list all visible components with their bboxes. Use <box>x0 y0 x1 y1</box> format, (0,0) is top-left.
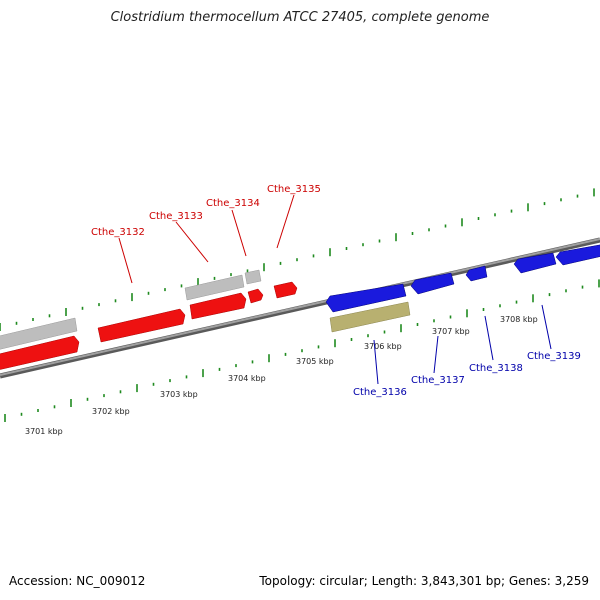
accession-text: Accession: NC_009012 <box>9 574 146 588</box>
gene-label[interactable]: Cthe_3137 <box>411 375 465 386</box>
gene-label[interactable]: Cthe_3135 <box>267 184 321 195</box>
genome-backbone <box>0 237 600 379</box>
kbp-label: 3706 kbp <box>364 342 402 351</box>
reverse-gene-labels: Cthe_3136 Cthe_3137 Cthe_3138 Cthe_3139 <box>353 304 581 398</box>
kbp-label: 3705 kbp <box>296 357 334 366</box>
map-title: Clostridium thermocellum ATCC 27405, com… <box>110 10 490 25</box>
gene-label[interactable]: Cthe_3136 <box>353 387 407 398</box>
gene-arrow-reverse[interactable] <box>325 283 407 313</box>
gene-arrow-forward[interactable] <box>97 308 186 343</box>
gene-arrow-forward[interactable] <box>273 281 298 299</box>
gene-arrow-forward[interactable] <box>0 335 80 370</box>
gray-feature[interactable] <box>184 274 245 301</box>
reverse-genes <box>325 244 600 313</box>
kbp-label: 3707 kbp <box>432 327 470 336</box>
gene-arrow-forward[interactable] <box>247 288 264 304</box>
kbp-label: 3708 kbp <box>500 315 538 324</box>
genome-stats-text: Topology: circular; Length: 3,843,301 bp… <box>259 574 589 588</box>
gene-arrow-forward[interactable] <box>189 292 247 320</box>
gray-features <box>0 269 262 350</box>
kbp-label: 3704 kbp <box>228 374 266 383</box>
gray-feature[interactable] <box>0 317 78 350</box>
kbp-labels: 3701 kbp 3702 kbp 3703 kbp 3704 kbp 3705… <box>25 315 538 436</box>
gene-arrow-reverse[interactable] <box>555 244 600 266</box>
olive-feature[interactable] <box>329 301 411 333</box>
gene-arrow-reverse[interactable] <box>513 252 557 274</box>
gene-arrow-reverse[interactable] <box>465 265 488 282</box>
gene-label[interactable]: Cthe_3132 <box>91 227 145 238</box>
kbp-label: 3703 kbp <box>160 390 198 399</box>
forward-genes <box>0 281 298 370</box>
tick-row-upper <box>0 188 595 331</box>
kbp-label: 3701 kbp <box>25 427 63 436</box>
gene-label[interactable]: Cthe_3134 <box>206 198 260 209</box>
gene-label[interactable]: Cthe_3138 <box>469 363 523 374</box>
forward-gene-labels: Cthe_3132 Cthe_3133 Cthe_3134 Cthe_3135 <box>91 184 321 284</box>
gene-label[interactable]: Cthe_3133 <box>149 211 203 222</box>
gene-label[interactable]: Cthe_3139 <box>527 351 581 362</box>
kbp-label: 3702 kbp <box>92 407 130 416</box>
tick-row-lower <box>4 279 600 422</box>
gray-feature[interactable] <box>244 269 262 285</box>
gene-arrow-reverse[interactable] <box>410 272 455 295</box>
